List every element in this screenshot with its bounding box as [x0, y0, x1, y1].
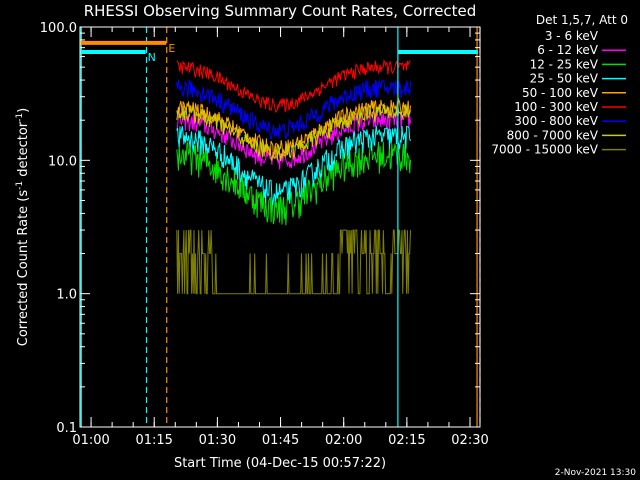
series-line [176, 78, 411, 140]
y-tick-label: 0.1 [56, 421, 77, 436]
x-tick-label: 02:00 [325, 433, 362, 448]
x-tick-label: 01:00 [72, 433, 109, 448]
y-label-middle: detector [16, 121, 31, 181]
x-tick-label: 01:30 [199, 433, 236, 448]
flags-layer: NE [80, 27, 481, 427]
plot-frame [79, 26, 481, 428]
flag-label: N [148, 51, 156, 64]
chart-title: RHESSI Observing Summary Count Rates, Co… [84, 2, 477, 20]
y-tick-label: 100.0 [40, 21, 77, 36]
flag-label: E [168, 42, 175, 55]
legend-label: 7000 - 15000 keV [491, 143, 598, 157]
series-line [176, 102, 411, 161]
x-tick-label: 01:45 [262, 433, 299, 448]
y-label-end: ) [16, 108, 31, 113]
y-label-superscript: -1 [15, 181, 25, 190]
y-tick-label: 10.0 [48, 154, 77, 169]
series-line [176, 125, 411, 206]
legend-label: 6 - 12 keV [537, 43, 599, 57]
legend-label: 50 - 100 keV [522, 86, 599, 100]
x-axis: 01:00 01:15 01:30 01:45 02:00 02:15 02:30 [72, 27, 489, 448]
x-tick-label: 01:15 [135, 433, 172, 448]
y-label-main: Corrected Count Rate (s [16, 190, 31, 347]
y-axis: 100.0 10.0 1.0 0.1 [40, 21, 480, 436]
legend-header: Det 1,5,7, Att 0 [536, 13, 628, 27]
series-layer [176, 58, 411, 295]
legend-label: 100 - 300 keV [514, 100, 598, 114]
legend-label: 300 - 800 keV [514, 114, 598, 128]
y-label-superscript-2: -1 [15, 113, 25, 122]
x-axis-label: Start Time (04-Dec-15 00:57:22) [174, 456, 386, 471]
legend-label: 12 - 25 keV [530, 57, 599, 71]
footer-date: 2-Nov-2021 13:30 [555, 468, 637, 478]
y-tick-label: 1.0 [56, 288, 77, 303]
legend-label: 3 - 6 keV [545, 29, 599, 43]
y-axis-label: Corrected Count Rate (s-1 detector-1) [15, 108, 31, 346]
series-line [176, 58, 411, 114]
legend-label: 25 - 50 keV [530, 72, 599, 86]
series-line [176, 229, 411, 295]
x-tick-label: 02:15 [388, 433, 425, 448]
legend-label: 800 - 7000 keV [507, 128, 599, 142]
x-tick-label: 02:30 [451, 433, 488, 448]
